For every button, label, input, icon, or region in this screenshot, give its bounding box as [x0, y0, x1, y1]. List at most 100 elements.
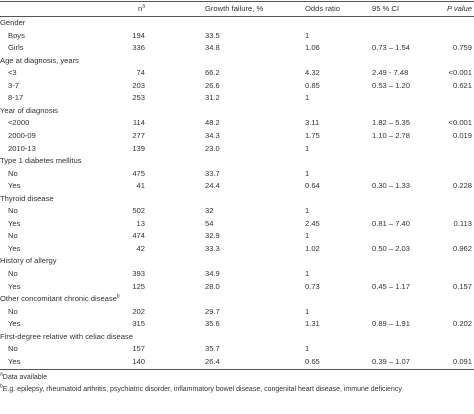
cell-value: 34.8: [205, 43, 220, 53]
row-label: Yes: [8, 281, 21, 291]
cell-value: 202: [132, 306, 145, 316]
cell-value: 0.091: [452, 356, 472, 366]
cell-value: 0.65: [305, 356, 320, 366]
row-label: Boys: [8, 30, 25, 40]
cell-value: 1: [305, 30, 310, 40]
row-label: No: [8, 344, 18, 354]
cell-value: 1.31: [305, 319, 320, 329]
cell-value: 1.82 – 5.35: [372, 118, 411, 128]
cell-value: 29.7: [205, 306, 220, 316]
cell-value: 26.6: [205, 80, 220, 90]
cell-value: 0.113: [453, 218, 472, 228]
cell-value: 32: [205, 206, 214, 216]
cell-value: 0.73: [305, 281, 320, 291]
cell-value: 35.7: [205, 344, 220, 354]
footnote: aData available: [0, 373, 47, 382]
data-row: Yes 13 54 2.45 0.81 – 7.40 0.113: [0, 218, 474, 230]
cell-value: 502: [132, 206, 145, 216]
section-row: Gender: [0, 17, 474, 29]
row-label: <3: [8, 68, 17, 78]
data-row: No 202 29.7 1: [0, 306, 474, 318]
cell-value: 1.06: [305, 43, 320, 53]
row-label: Yes: [8, 319, 21, 329]
section-label-text: History of allergy: [0, 256, 57, 266]
cell-value: 0.30 – 1.33: [372, 181, 411, 191]
cell-value: 1.10 – 2.78: [372, 130, 411, 140]
cell-value: 34.9: [205, 269, 220, 278]
cell-value: 0.89 – 1.91: [372, 319, 411, 329]
cell-value: 0.228: [452, 181, 472, 191]
cell-value: <0.001: [448, 68, 472, 78]
section-label: Gender: [0, 17, 25, 29]
data-row: 2000-09 277 34.3 1.75 1.10 – 2.78 0.019: [0, 130, 474, 142]
data-row: No 157 35.7 1: [0, 343, 474, 355]
cell-value: 66.2: [205, 68, 220, 78]
cell-value: 48.2: [205, 118, 220, 128]
data-row: <3 74 66.2 4.32 2.49 - 7.48 <0.001: [0, 67, 474, 79]
data-row: Boys 194 33.5 1: [0, 30, 474, 42]
cell-value: 26.4: [205, 356, 220, 366]
row-label: 3-7: [8, 80, 19, 90]
cell-value: 3.11: [305, 118, 320, 128]
column-header-text: Growth failure, %: [205, 4, 264, 13]
data-row: No 393 34.9 1: [0, 268, 474, 280]
data-row: 3-7 203 26.6 0.85 0.53 – 1.20 0.621: [0, 80, 474, 92]
cell-value: 1: [305, 344, 310, 354]
cell-value: 336: [132, 43, 145, 53]
section-label: Thyroid disease: [0, 193, 54, 205]
footnote: bE.g. epilepsy, rheumatoid arthritis, ps…: [0, 385, 402, 394]
section-row: Type 1 diabetes mellitus: [0, 155, 474, 167]
data-row: Girls 336 34.8 1.06 0.73 – 1.54 0.759: [0, 42, 474, 54]
cell-value: 0.53 – 1.20: [372, 80, 411, 90]
section-label: Type 1 diabetes mellitus: [0, 155, 81, 167]
row-label: No: [8, 206, 18, 216]
cell-value: 140: [132, 356, 145, 366]
section-label-text: Age at diagnosis, years: [0, 55, 79, 65]
row-label: Girls: [8, 43, 24, 53]
row-label: <2000: [8, 118, 30, 128]
row-label: No: [8, 168, 18, 178]
column-header: Odds ratio: [305, 3, 340, 15]
row-label: 2000-09: [8, 130, 36, 140]
section-label-text: Type 1 diabetes mellitus: [0, 156, 82, 166]
column-header: Growth failure, %: [205, 3, 263, 15]
section-label-text: First-degree relative with celiac diseas…: [0, 331, 133, 341]
row-label: No: [8, 306, 18, 316]
cell-value: 157: [132, 344, 145, 354]
section-label: First-degree relative with celiac diseas…: [0, 331, 133, 343]
section-label-text: Other concomitant chronic disease: [0, 294, 117, 304]
row-label: 8-17: [8, 93, 24, 103]
data-row: No 474 32.9 1: [0, 230, 474, 242]
header-rule: [0, 16, 474, 17]
cell-value: 24.4: [205, 181, 220, 191]
cell-value: 23.0: [205, 143, 220, 153]
cell-value: 33.5: [205, 30, 220, 40]
cell-value: 0.019: [452, 130, 472, 140]
data-row: Yes 125 28.0 0.73 0.45 – 1.17 0.157: [0, 281, 474, 293]
cell-value: 0.621: [452, 80, 472, 90]
cell-value: 33.7: [205, 168, 220, 178]
data-row: No 502 32 1: [0, 205, 474, 217]
section-row: First-degree relative with celiac diseas…: [0, 331, 474, 343]
column-header-text: n: [137, 4, 143, 13]
data-row: Yes 41 24.4 0.64 0.30 – 1.33 0.228: [0, 180, 474, 192]
cell-value: 4.32: [305, 68, 320, 78]
cell-value: 393: [132, 269, 145, 278]
cell-value: 0.73 – 1.54: [372, 43, 411, 53]
section-label-text: Thyroid disease: [0, 193, 54, 203]
cell-value: 0.81 – 7.40: [372, 218, 411, 228]
cell-value: 42: [136, 243, 145, 253]
section-label: Age at diagnosis, years: [0, 55, 79, 67]
cell-value: 114: [132, 118, 145, 128]
data-row: <2000 114 48.2 3.11 1.82 – 5.35 <0.001: [0, 117, 474, 129]
cell-value: 253: [132, 93, 145, 103]
section-row: Year of diagnosis: [0, 105, 474, 117]
cell-value: 0.202: [452, 319, 472, 329]
row-label: 2010-13: [8, 143, 36, 153]
column-header-text: 95 % CI: [372, 4, 400, 13]
section-label: Year of diagnosis: [0, 105, 58, 117]
cell-value: 1.75: [305, 130, 320, 140]
header-row: na Growth failure, % Odds ratio 95 % CI P va…: [0, 3, 474, 15]
top-rule: [0, 1, 474, 2]
